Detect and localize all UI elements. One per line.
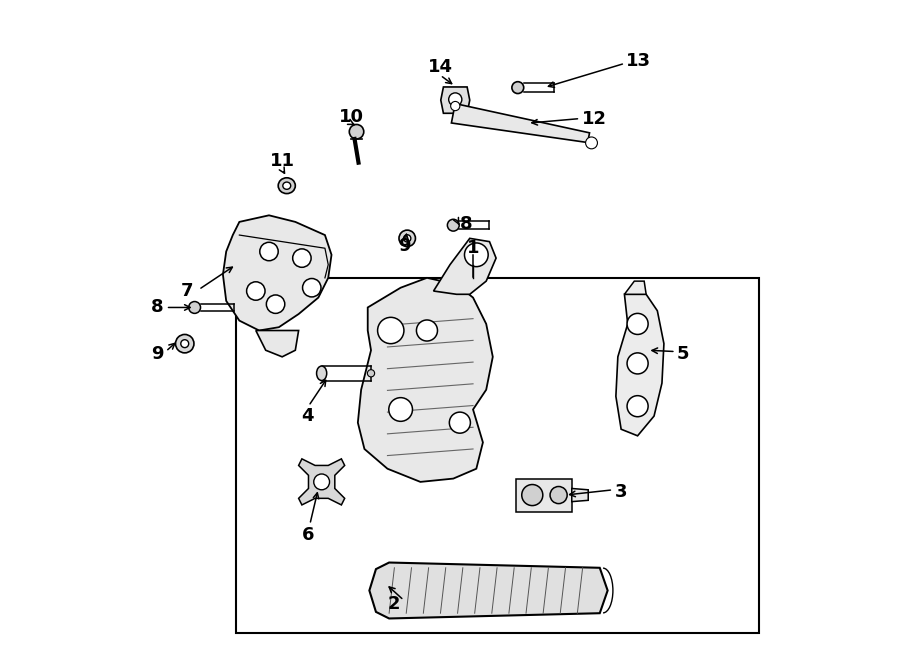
Text: 5: 5 (677, 344, 689, 362)
Text: 9: 9 (398, 237, 410, 255)
Ellipse shape (283, 182, 291, 189)
Ellipse shape (189, 301, 201, 313)
Ellipse shape (181, 340, 189, 348)
Circle shape (464, 243, 488, 266)
Circle shape (627, 353, 648, 374)
Circle shape (266, 295, 284, 313)
Circle shape (302, 278, 321, 297)
Circle shape (449, 93, 462, 106)
Circle shape (260, 243, 278, 260)
Circle shape (247, 282, 265, 300)
Polygon shape (369, 563, 608, 619)
Text: 9: 9 (151, 344, 164, 362)
Circle shape (627, 313, 648, 334)
Ellipse shape (403, 235, 410, 242)
Polygon shape (625, 281, 646, 294)
Circle shape (550, 486, 567, 504)
Circle shape (417, 320, 437, 341)
Bar (236, 278, 760, 633)
Circle shape (378, 317, 404, 344)
Ellipse shape (447, 219, 459, 231)
Text: 8: 8 (151, 299, 164, 317)
Ellipse shape (512, 82, 524, 94)
Circle shape (292, 249, 311, 267)
Polygon shape (452, 104, 590, 143)
Text: 2: 2 (388, 595, 400, 613)
Ellipse shape (278, 178, 295, 194)
Ellipse shape (317, 366, 327, 381)
Circle shape (586, 137, 598, 149)
Circle shape (522, 485, 543, 506)
Ellipse shape (176, 334, 194, 353)
Text: 4: 4 (301, 407, 313, 425)
Ellipse shape (367, 369, 374, 377)
Polygon shape (441, 87, 470, 113)
Polygon shape (256, 330, 299, 357)
Text: 7: 7 (181, 282, 193, 300)
Circle shape (389, 398, 412, 421)
Polygon shape (572, 488, 589, 502)
Circle shape (314, 474, 329, 490)
Text: 10: 10 (338, 108, 364, 126)
Text: 12: 12 (581, 110, 607, 128)
Ellipse shape (349, 124, 364, 139)
Text: 11: 11 (270, 152, 294, 171)
Text: 1: 1 (467, 239, 480, 257)
Text: 6: 6 (302, 525, 315, 543)
Polygon shape (358, 278, 493, 482)
Text: 3: 3 (615, 483, 627, 501)
Polygon shape (434, 239, 496, 294)
Polygon shape (616, 294, 664, 436)
Text: 13: 13 (626, 52, 652, 69)
Circle shape (451, 101, 460, 110)
Polygon shape (223, 215, 331, 330)
Polygon shape (299, 459, 345, 505)
Ellipse shape (399, 230, 416, 247)
Text: 8: 8 (460, 215, 473, 233)
Circle shape (627, 396, 648, 416)
Polygon shape (516, 479, 572, 512)
Circle shape (449, 412, 471, 433)
Text: 14: 14 (428, 58, 453, 76)
